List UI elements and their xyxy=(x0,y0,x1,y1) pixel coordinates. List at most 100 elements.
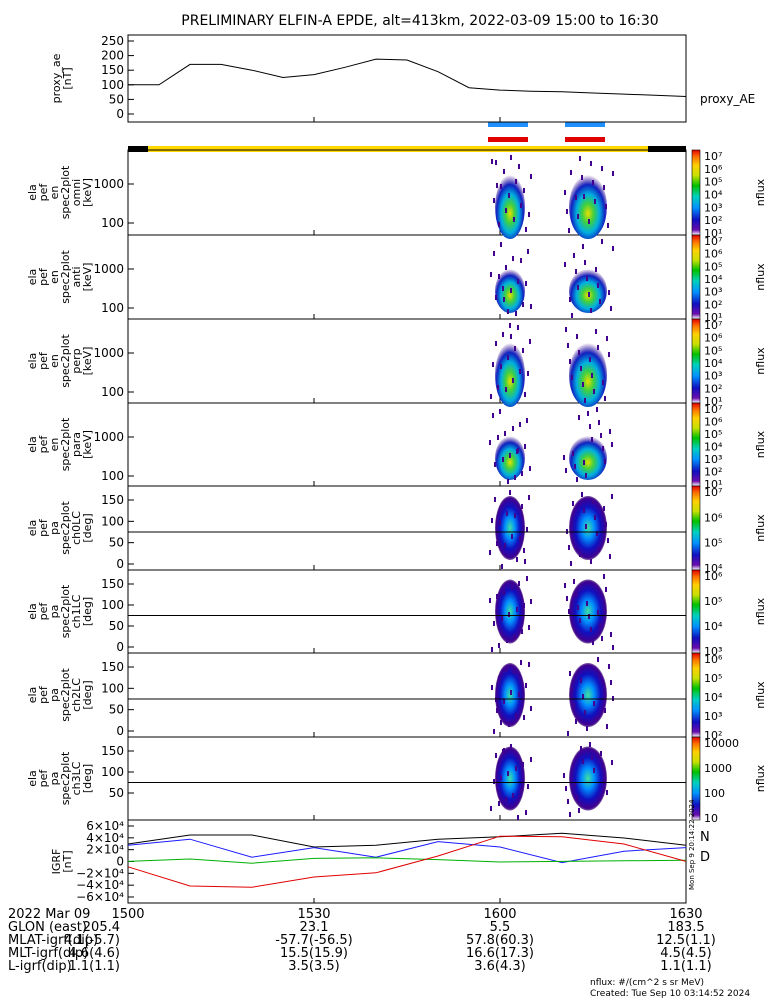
flux-speckle xyxy=(575,195,577,200)
flux-speckle xyxy=(505,387,507,392)
footer-created: Created: Tue Sep 10 03:14:52 2024 xyxy=(590,989,750,999)
y-axis-label: [keV] xyxy=(81,347,94,376)
y-tick-label: 1000 xyxy=(93,262,124,276)
flux-speckle xyxy=(570,170,572,175)
flux-speckle xyxy=(496,183,498,188)
flux-speckle xyxy=(592,640,594,645)
table-cell: MLAT-igrf(dip) xyxy=(8,933,98,948)
flux-speckle xyxy=(498,676,500,681)
flux-speckle xyxy=(497,385,499,390)
flux-speckle xyxy=(595,267,597,272)
colorbar-tick-label: 10⁴ xyxy=(704,562,723,575)
y-tick-label: −6×10⁴ xyxy=(76,890,124,904)
spectrogram-1 xyxy=(491,155,614,239)
flux-speckle xyxy=(502,332,504,337)
colorbar-6: 10⁶ 10⁵ 10⁴ 10³ 10² nflux xyxy=(691,652,767,742)
colorbar-tick-label: 10¹ xyxy=(704,311,722,324)
flux-blob xyxy=(495,496,525,560)
y-tick-label: 150 xyxy=(101,577,124,591)
colorbar-7: 10000 1000 100 10 nflux xyxy=(691,736,767,825)
flux-speckle xyxy=(602,380,604,385)
colorbar-tick-label: 10000 xyxy=(704,737,739,750)
igrf-line-3 xyxy=(127,835,687,888)
flux-speckle xyxy=(496,708,498,713)
y-axis-label: spec2plot xyxy=(59,250,72,304)
flux-speckle xyxy=(516,607,518,612)
flux-speckle xyxy=(490,806,492,811)
flux-speckle xyxy=(573,253,575,258)
y-tick-label: 1000 xyxy=(93,177,124,191)
spectrogram-7 xyxy=(128,657,686,736)
flux-speckle xyxy=(493,621,495,626)
flux-speckle xyxy=(600,751,602,756)
colorbar-tick-label: 10⁶ xyxy=(704,332,723,345)
flux-blob xyxy=(495,746,525,811)
flux-speckle xyxy=(588,292,590,297)
flux-speckle xyxy=(612,246,614,251)
flux-speckle xyxy=(498,643,500,648)
flux-speckle xyxy=(503,590,505,595)
flux-speckle xyxy=(598,420,600,425)
flux-speckle xyxy=(575,269,577,274)
flux-speckle xyxy=(523,548,525,553)
flux-speckle xyxy=(530,757,532,762)
igrf-line-2 xyxy=(127,857,687,864)
flux-speckle xyxy=(504,431,506,436)
colorbar-tick-label: 10⁴ xyxy=(704,691,723,704)
flux-speckle xyxy=(593,768,595,773)
flux-speckle xyxy=(499,409,501,414)
science-zone-red-1 xyxy=(565,137,605,142)
colorbar-5: 10⁶ 10⁵ 10⁴ 10³ nflux xyxy=(691,569,767,658)
flux-speckle xyxy=(574,782,576,787)
y-tick-label: 4×10⁴ xyxy=(86,831,124,845)
colorbar-tick-label: 10⁶ xyxy=(704,653,723,666)
colorbar-tick-label: 10⁵ xyxy=(704,176,722,189)
flux-speckle xyxy=(584,260,586,265)
flux-speckle xyxy=(491,647,493,652)
flux-speckle xyxy=(611,494,613,499)
y-axis-label: ela xyxy=(26,603,39,620)
table-cell: 3.5(3.5) xyxy=(288,959,340,974)
flux-speckle xyxy=(572,451,574,456)
flux-speckle xyxy=(494,497,496,502)
flux-blob xyxy=(569,496,607,560)
flux-speckle xyxy=(519,422,521,427)
y-axis-label: pa xyxy=(48,772,61,786)
flux-speckle xyxy=(593,389,595,394)
table-cell: 5.5 xyxy=(490,920,511,935)
side-stamp: Mon Sep 9 20:14:22 2024 xyxy=(688,799,696,890)
flux-speckle xyxy=(567,799,569,804)
flux-speckle xyxy=(584,398,586,403)
flux-speckle xyxy=(601,636,603,641)
y-axis-label: perp xyxy=(70,348,83,373)
flux-speckle xyxy=(578,808,580,813)
y-axis-label: en xyxy=(48,270,61,284)
y-axis-label: [deg] xyxy=(81,513,94,542)
flux-speckle xyxy=(586,601,588,606)
flux-speckle xyxy=(579,552,581,557)
flux-speckle xyxy=(563,455,565,460)
flux-speckle xyxy=(520,788,522,793)
colorbar-tick-label: 10⁶ xyxy=(704,163,723,176)
flux-speckle xyxy=(499,520,501,525)
y-tick-label: 250 xyxy=(101,34,124,48)
flux-speckle xyxy=(603,506,605,511)
flux-speckle xyxy=(503,297,505,302)
table-cell: 2022 Mar 09 xyxy=(8,907,90,922)
igrf-d-label: D xyxy=(700,850,710,865)
flux-speckle xyxy=(520,660,522,665)
flux-speckle xyxy=(580,366,582,371)
flux-speckle xyxy=(583,508,585,513)
flux-speckle xyxy=(497,435,499,440)
flux-speckle xyxy=(518,581,520,586)
y-tick-label: 0 xyxy=(116,855,124,869)
colorbar-label: nflux xyxy=(754,178,767,206)
panel-9: IGRF[nT] 6×10⁴4×10⁴2×10⁴0−2×10⁴−4×10⁴−6×1… xyxy=(50,819,687,904)
flux-speckle xyxy=(597,657,599,662)
flux-speckle xyxy=(586,726,588,731)
flux-speckle xyxy=(522,762,524,767)
flux-speckle xyxy=(510,690,512,695)
table-cell: 4.1(-5.7) xyxy=(64,933,120,948)
flux-speckle xyxy=(507,479,509,484)
